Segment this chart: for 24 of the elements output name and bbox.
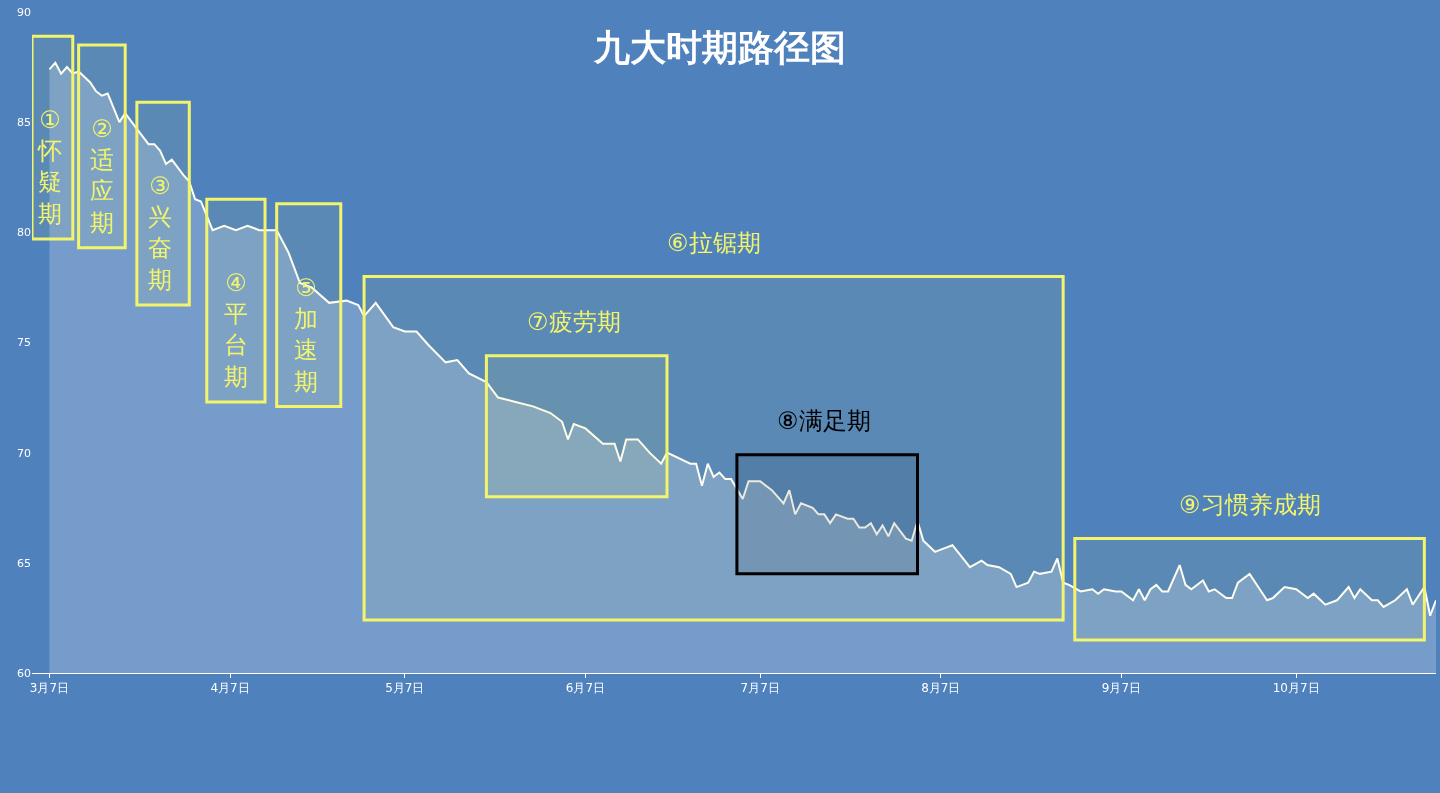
- y-tick-label: 85: [17, 116, 31, 130]
- x-tick-label: 5月7日: [385, 681, 425, 696]
- band-label: ⑨习惯养成期: [1179, 491, 1321, 519]
- y-tick-label: 90: [17, 5, 31, 19]
- x-tick-label: 3月7日: [29, 681, 70, 696]
- band-label: ⑦疲劳期: [527, 308, 621, 336]
- y-tick-label: 80: [17, 226, 31, 240]
- x-tick-label: 9月7日: [1101, 681, 1142, 696]
- x-tick-label: 8月7日: [921, 681, 961, 696]
- y-tick-label: 60: [17, 666, 31, 680]
- x-tick-label: 6月7日: [565, 681, 606, 696]
- y-tick-label: 65: [17, 556, 31, 570]
- x-tick-label: 4月7日: [210, 681, 250, 696]
- x-tick-label: 7月7日: [740, 681, 780, 696]
- y-tick-label: 75: [17, 336, 31, 350]
- band-label: ⑧满足期: [777, 407, 871, 435]
- x-tick-label: 10月7日: [1272, 681, 1320, 696]
- chart-title: 九大时期路径图: [593, 27, 846, 69]
- y-tick-label: 70: [17, 446, 31, 460]
- band-label: ⑥拉锯期: [667, 229, 761, 257]
- band-label: ④平台期: [224, 269, 248, 391]
- band-label: ③兴奋期: [148, 172, 172, 294]
- band-label: ②适应期: [90, 115, 114, 237]
- band-label: ①怀疑期: [37, 106, 62, 228]
